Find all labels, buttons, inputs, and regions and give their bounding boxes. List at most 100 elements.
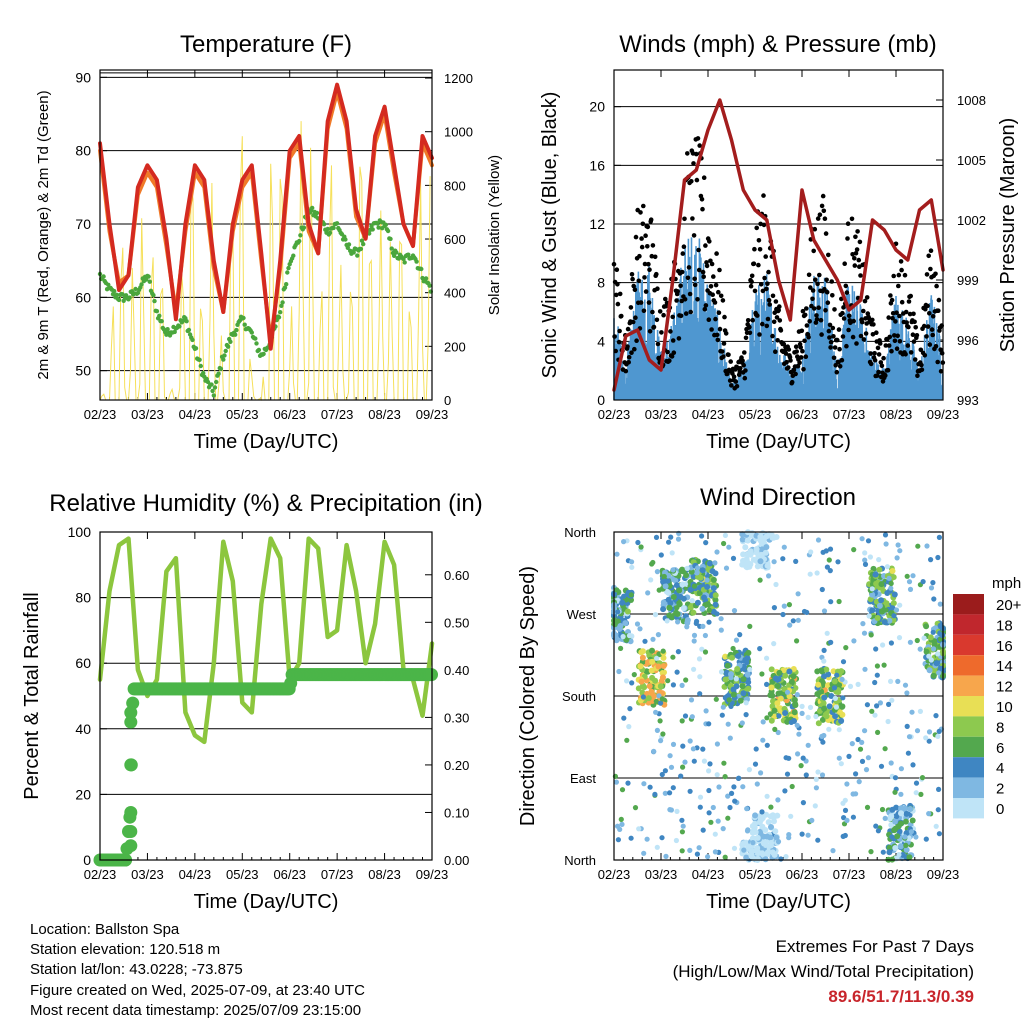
direction-point — [865, 538, 872, 544]
direction-point — [904, 690, 910, 696]
direction-point — [694, 599, 701, 606]
direction-point — [902, 834, 908, 840]
gust-point — [837, 364, 843, 369]
direction-point — [712, 560, 718, 566]
direction-point — [744, 659, 750, 666]
dewpoint-point — [157, 313, 162, 318]
gust-point — [680, 251, 686, 256]
gust-point — [701, 274, 706, 280]
gust-point — [695, 136, 701, 141]
gust-point — [924, 272, 930, 277]
gust-point — [886, 343, 892, 348]
gust-point — [871, 322, 876, 327]
direction-point — [805, 714, 811, 721]
direction-point — [704, 577, 710, 583]
direction-point — [653, 534, 660, 541]
direction-point — [747, 666, 753, 673]
gust-point — [864, 295, 870, 300]
x-tick-label: 06/23 — [786, 407, 819, 422]
direction-point — [778, 856, 784, 862]
gust-point — [890, 311, 896, 316]
gust-point — [716, 289, 721, 295]
gust-point — [886, 315, 891, 320]
direction-point — [762, 827, 769, 833]
direction-point — [722, 532, 729, 539]
gust-point — [850, 334, 856, 340]
gust-point — [764, 323, 770, 329]
gust-point — [674, 298, 679, 303]
gust-point — [756, 238, 762, 243]
gust-point — [908, 350, 914, 355]
gust-point — [696, 247, 701, 253]
direction-point — [684, 565, 690, 572]
gust-point — [689, 179, 694, 184]
direction-point — [624, 737, 630, 743]
gust-point — [723, 331, 729, 336]
direction-point — [865, 755, 872, 761]
direction-point — [690, 609, 697, 616]
gust-point — [821, 208, 827, 214]
direction-point — [640, 694, 647, 700]
gust-point — [752, 246, 757, 252]
direction-point — [826, 703, 833, 710]
direction-point — [768, 804, 774, 810]
gust-point — [623, 368, 629, 374]
gust-point — [837, 346, 842, 352]
direction-point — [639, 654, 646, 661]
gust-point — [771, 319, 777, 325]
dewpoint-point — [310, 205, 315, 211]
gust-point — [763, 254, 768, 259]
direction-point — [754, 855, 761, 862]
gust-point — [834, 369, 840, 375]
gust-point — [776, 307, 781, 313]
gust-point — [830, 325, 836, 331]
direction-point — [658, 738, 664, 744]
direction-point — [670, 567, 676, 573]
dewpoint-point — [228, 339, 233, 344]
dewpoint-point — [249, 330, 254, 335]
gust-point — [894, 310, 899, 316]
gust-point — [761, 193, 766, 198]
direction-point — [628, 592, 634, 598]
legend-label: 6 — [996, 740, 1004, 757]
legend-label: 12 — [996, 679, 1013, 696]
direction-point — [706, 810, 712, 816]
gust-point — [734, 384, 740, 389]
x-tick-label: 06/23 — [273, 867, 306, 882]
direction-point — [862, 561, 869, 568]
direction-point — [622, 620, 629, 627]
direction-point — [648, 577, 654, 583]
legend-label: 8 — [996, 719, 1004, 736]
direction-point — [673, 837, 680, 844]
gust-point — [717, 267, 722, 273]
direction-point — [902, 682, 909, 688]
gust-point — [654, 317, 660, 323]
gust-point — [743, 368, 748, 373]
gust-point — [903, 309, 909, 315]
gust-point — [711, 274, 716, 279]
direction-point — [897, 843, 904, 850]
direction-point — [928, 585, 935, 591]
direction-point — [830, 668, 837, 675]
direction-point — [775, 729, 781, 736]
direction-point — [840, 659, 847, 665]
direction-point — [629, 564, 635, 570]
direction-point — [646, 683, 653, 690]
direction-point — [874, 615, 881, 621]
y2-tick-label: 0.20 — [444, 758, 469, 773]
gust-point — [720, 298, 726, 303]
x-tick-label: 08/23 — [880, 407, 913, 422]
speed-color-legend: mph 20+ 18 16 14 12 10 8 6 4 2 0 — [953, 575, 1022, 819]
gust-point — [665, 349, 670, 355]
direction-point — [639, 648, 646, 655]
extremes-title: Extremes For Past 7 Days — [775, 937, 974, 956]
gust-point — [646, 300, 652, 305]
gust-point — [761, 222, 767, 228]
direction-point — [629, 680, 635, 686]
gust-point — [764, 286, 769, 292]
direction-point — [930, 580, 936, 586]
direction-point — [745, 827, 751, 833]
direction-point — [699, 646, 705, 652]
direction-point — [873, 823, 879, 829]
direction-point — [733, 637, 740, 643]
